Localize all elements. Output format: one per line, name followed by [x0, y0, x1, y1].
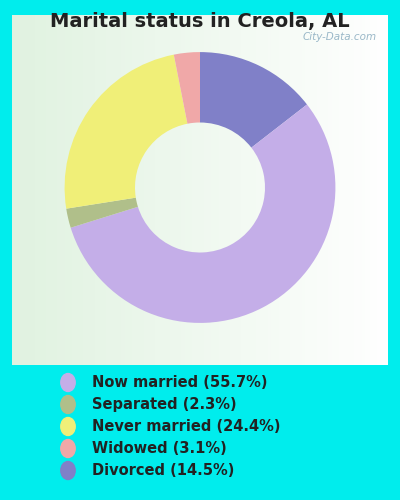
Text: Separated (2.3%): Separated (2.3%) [92, 397, 237, 412]
Text: City-Data.com: City-Data.com [302, 32, 377, 42]
Text: Now married (55.7%): Now married (55.7%) [92, 375, 268, 390]
Wedge shape [64, 54, 188, 208]
Text: Widowed (3.1%): Widowed (3.1%) [92, 441, 227, 456]
Text: Marital status in Creola, AL: Marital status in Creola, AL [50, 12, 350, 32]
Text: Never married (24.4%): Never married (24.4%) [92, 419, 280, 434]
Text: Divorced (14.5%): Divorced (14.5%) [92, 463, 234, 478]
Wedge shape [200, 52, 307, 148]
Wedge shape [174, 52, 200, 124]
Wedge shape [71, 104, 336, 323]
Wedge shape [66, 198, 138, 228]
